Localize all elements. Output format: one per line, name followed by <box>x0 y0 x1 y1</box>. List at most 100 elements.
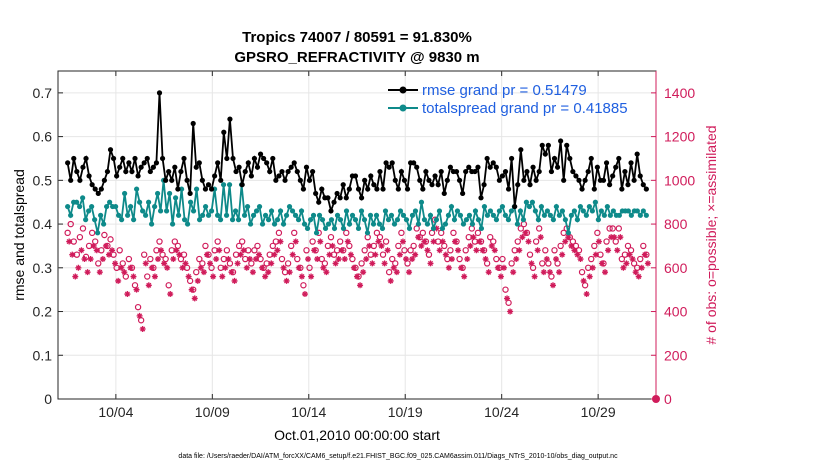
obs-possible-point <box>79 225 87 232</box>
x-tick-label: 10/19 <box>388 404 423 420</box>
obs-assimilated-point <box>381 260 388 267</box>
totalspread-point <box>346 221 353 227</box>
obs-assimilated-point <box>219 273 226 280</box>
totalspread-point <box>205 212 212 218</box>
totalspread-point <box>502 212 509 218</box>
chart-subtitle: GPSRO_REFRACTIVITY @ 9830 m <box>234 49 479 66</box>
obs-possible-point <box>144 273 151 280</box>
rmse-point <box>273 177 279 183</box>
totalspread-point <box>310 212 317 218</box>
obs-assimilated-point <box>231 277 238 284</box>
rmse-point <box>585 168 591 175</box>
obs-assimilated-point <box>626 251 633 258</box>
obs-possible-point <box>618 255 626 263</box>
rmse-point <box>159 155 166 162</box>
rmse-point <box>423 168 429 175</box>
totalspread-point <box>586 203 592 210</box>
totalspread-point <box>250 212 257 218</box>
totalspread-point <box>550 217 557 223</box>
rmse-point <box>114 173 120 179</box>
obs-assimilated-point <box>577 256 584 263</box>
obs-assimilated-point <box>286 269 293 276</box>
rmse-point <box>89 182 95 188</box>
totalspread-point <box>349 212 356 218</box>
totalspread-point <box>424 221 431 227</box>
totalspread-point <box>319 217 326 223</box>
obs-possible-point <box>532 238 540 245</box>
totalspread-point <box>589 208 595 214</box>
rmse-point <box>579 186 585 192</box>
obs-assimilated-point <box>488 242 495 249</box>
obs-possible-point <box>275 229 283 237</box>
totalspread-point <box>403 217 410 223</box>
obs-possible-point <box>578 268 586 276</box>
obs-assimilated-point <box>562 238 569 245</box>
obs-assimilated-point <box>620 264 627 271</box>
obs-assimilated-point <box>421 238 428 245</box>
legend-spread-label: totalspread grand pr = 0.41885 <box>422 100 628 117</box>
totalspread-point <box>547 212 554 218</box>
rmse-point <box>230 155 236 162</box>
obs-assimilated-point <box>537 234 544 241</box>
obs-assimilated-point <box>292 238 299 245</box>
totalspread-point <box>244 203 251 210</box>
totalspread-point <box>292 212 299 218</box>
obs-assimilated-point <box>173 247 180 254</box>
rmse-point <box>622 168 628 175</box>
y-right-tick-label: 1400 <box>664 85 695 101</box>
totalspread-point <box>499 203 506 210</box>
obs-assimilated-point <box>354 273 361 280</box>
totalspread-point <box>262 212 269 218</box>
obs-assimilated-point <box>415 234 422 241</box>
obs-assimilated-point <box>295 264 302 271</box>
rmse-point <box>545 142 551 148</box>
obs-possible-point <box>214 238 221 245</box>
totalspread-point <box>223 212 230 218</box>
totalspread-point <box>574 217 580 223</box>
obs-assimilated-point <box>546 269 553 276</box>
totalspread-point <box>334 212 341 218</box>
obs-assimilated-point <box>638 264 645 271</box>
rmse-point <box>521 177 527 183</box>
obs-assimilated-point <box>491 247 498 254</box>
totalspread-point <box>595 217 601 223</box>
rmse-point <box>536 168 542 175</box>
obs-assimilated-point <box>363 256 370 263</box>
totalspread-point <box>193 186 200 192</box>
obs-assimilated-point <box>565 234 572 241</box>
obs-assimilated-point <box>289 251 296 258</box>
totalspread-point <box>628 212 634 218</box>
totalspread-point <box>298 208 305 214</box>
series-rmse <box>65 90 649 215</box>
legend: rmse grand pr = 0.51479 totalspread gran… <box>388 82 628 117</box>
rmse-point <box>628 160 634 166</box>
totalspread-point <box>610 208 616 214</box>
obs-assimilated-point <box>387 277 394 284</box>
rmse-point <box>616 155 622 162</box>
totalspread-point <box>214 212 221 218</box>
obs-possible-point <box>309 238 316 245</box>
totalspread-point <box>271 221 278 227</box>
totalspread-point <box>274 217 281 223</box>
obs-assimilated-point <box>445 264 452 271</box>
obs-assimilated-point <box>243 264 250 271</box>
totalspread-point <box>113 203 119 210</box>
obs-assimilated-point <box>556 269 563 276</box>
rmse-point <box>637 173 643 179</box>
obs-assimilated-point <box>360 269 367 276</box>
obs-assimilated-point <box>96 269 103 276</box>
obs-possible-point <box>107 236 114 243</box>
obs-assimilated-point <box>332 260 339 267</box>
rmse-point <box>221 129 227 135</box>
totalspread-point <box>505 217 512 223</box>
y-right-tick-label: 600 <box>664 260 688 276</box>
rmse-point <box>435 182 441 188</box>
y-tick-label: 0.6 <box>33 129 53 145</box>
rmse-point <box>371 182 377 188</box>
rmse-point <box>438 168 444 175</box>
obs-assimilated-point <box>436 247 443 254</box>
obs-assimilated-point <box>467 242 474 249</box>
obs-assimilated-point <box>482 256 489 263</box>
obs-possible-point <box>140 251 148 258</box>
obs-assimilated-point <box>442 251 449 258</box>
